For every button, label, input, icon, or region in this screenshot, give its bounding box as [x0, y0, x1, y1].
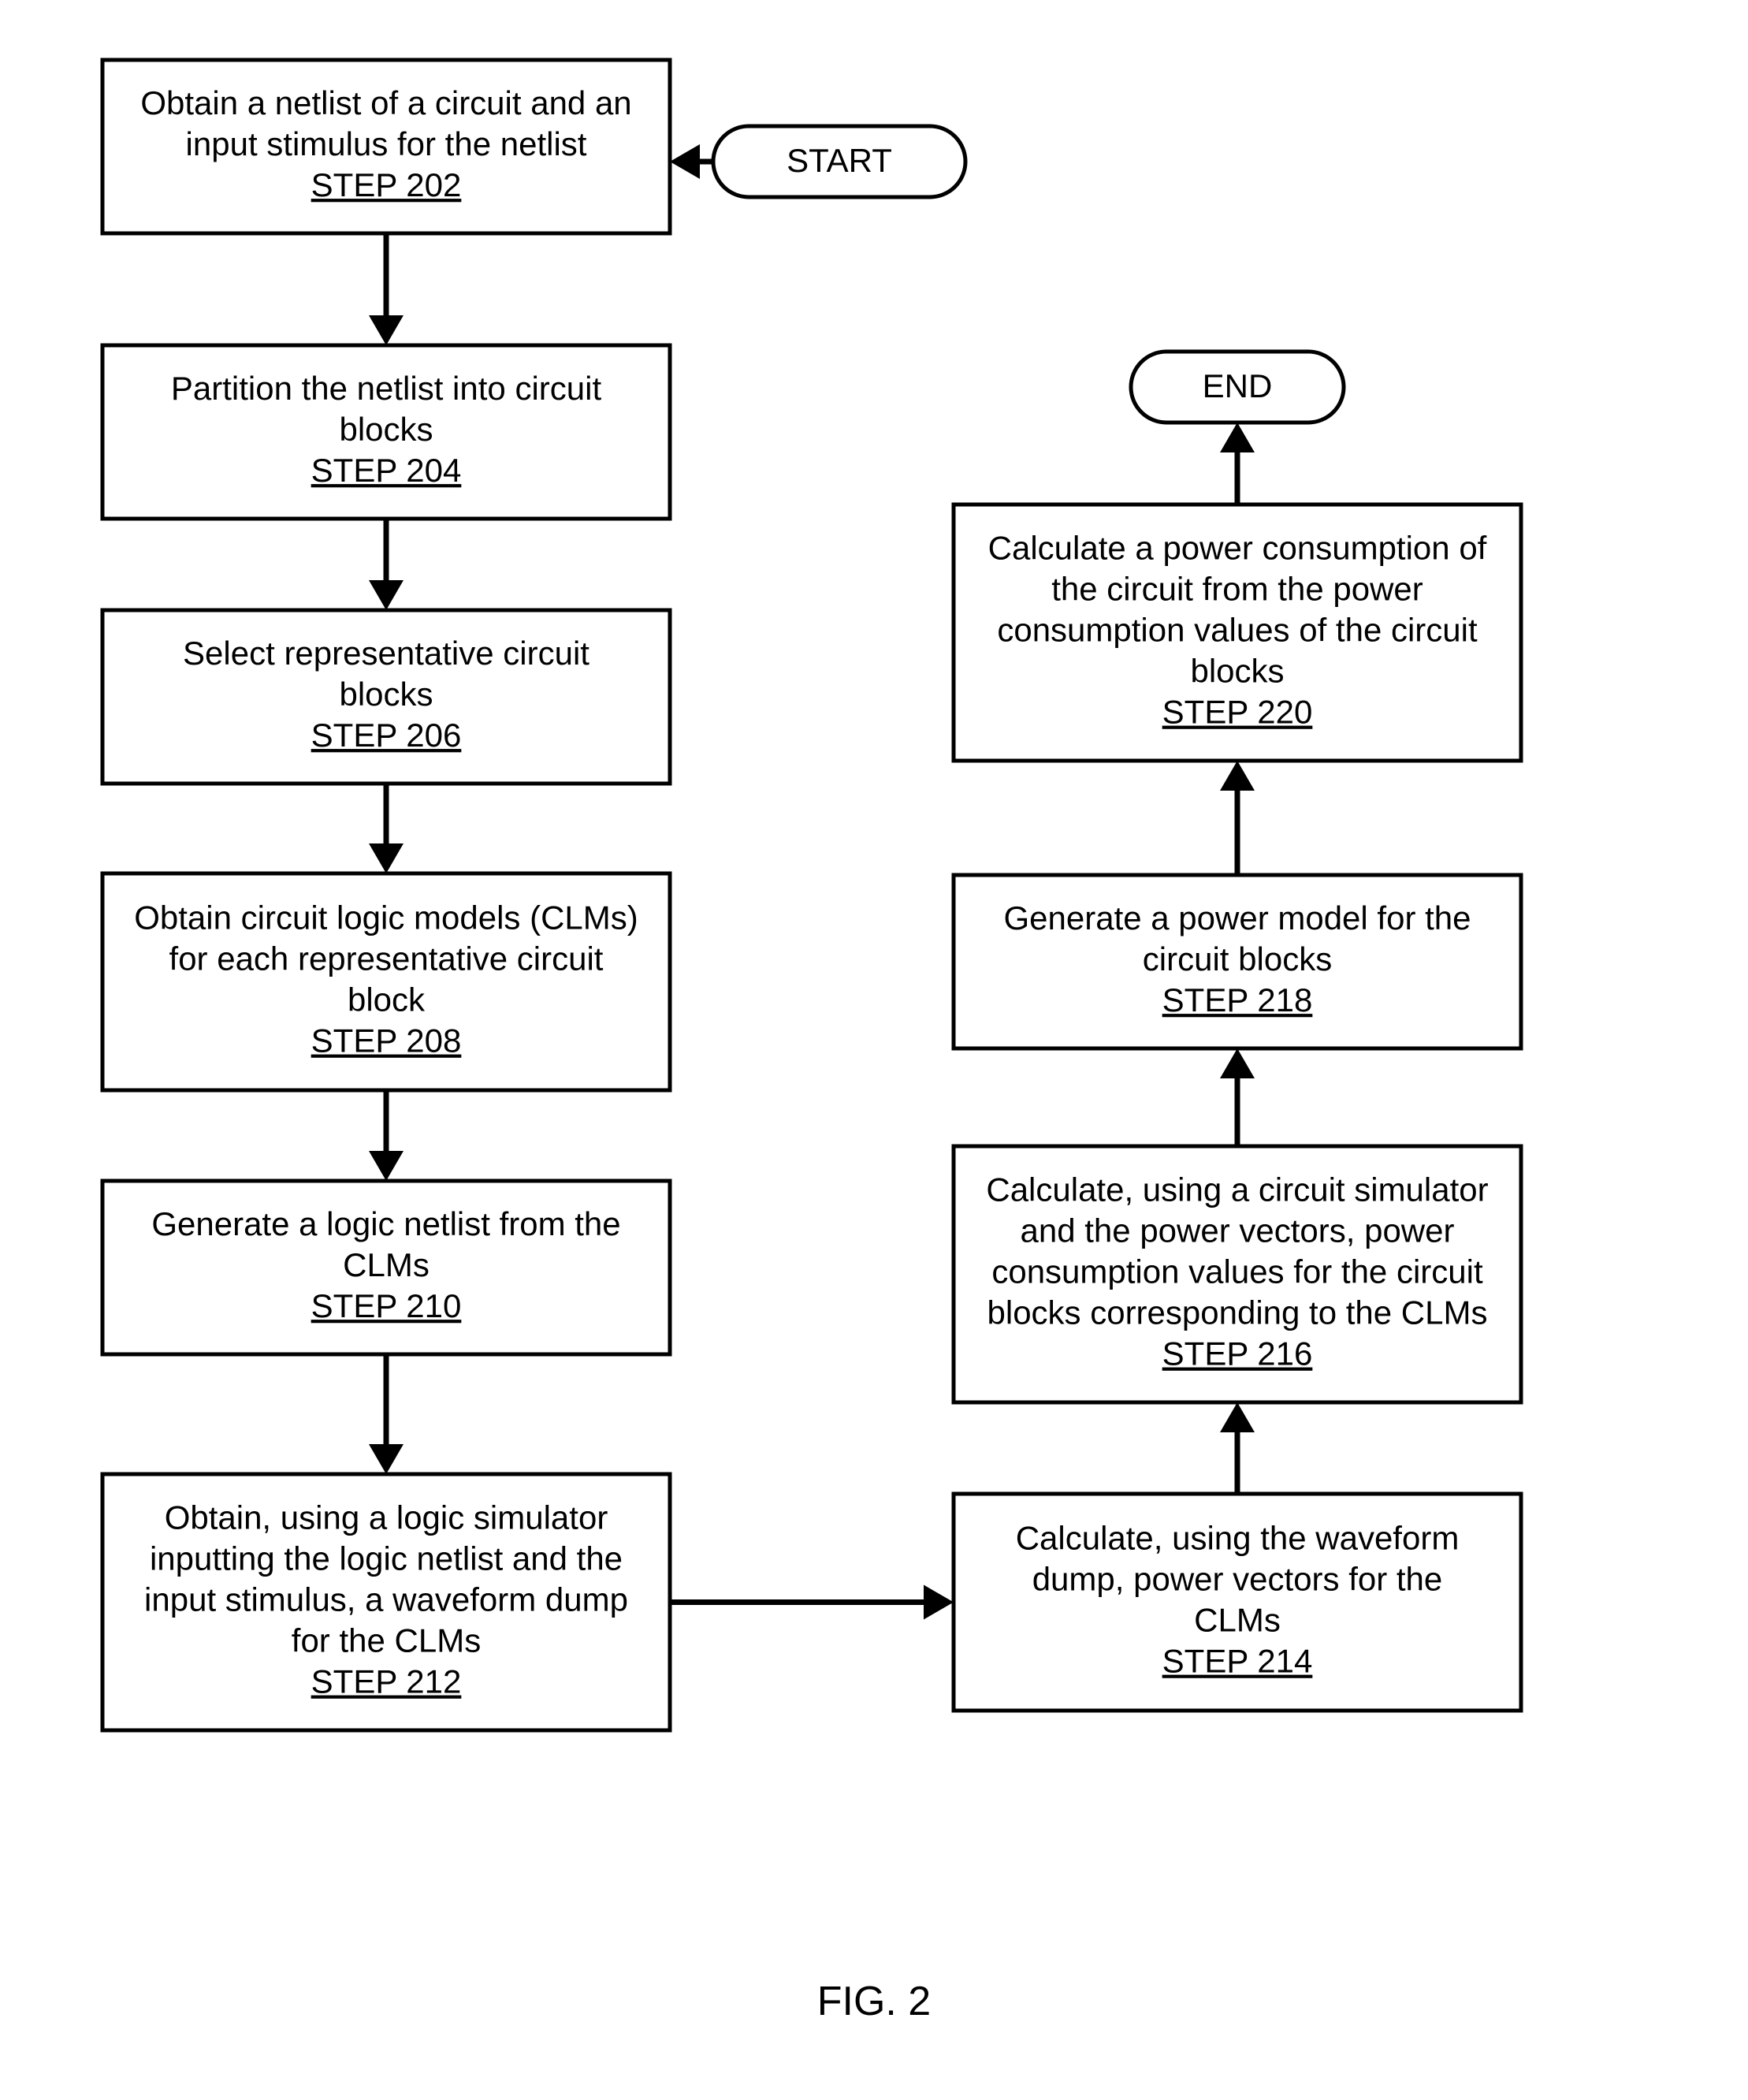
step-text-s214-1: dump, power vectors for the	[1032, 1561, 1443, 1598]
step-text-s220-1: the circuit from the power	[1051, 571, 1423, 608]
step-text-s214-2: CLMs	[1194, 1602, 1281, 1639]
step-text-s208-2: block	[348, 981, 426, 1018]
arrow-head-8	[1220, 1048, 1255, 1078]
arrow-head-9	[1220, 761, 1255, 791]
step-label-s208: STEP 208	[311, 1022, 462, 1059]
figure-caption: FIG. 2	[817, 1979, 931, 2024]
step-text-s210-0: Generate a logic netlist from the	[151, 1205, 620, 1242]
step-label-s218: STEP 218	[1162, 981, 1313, 1018]
step-label-s216: STEP 216	[1162, 1335, 1313, 1372]
step-text-s216-1: and the power vectors, power	[1021, 1212, 1455, 1249]
step-text-s202-1: input stimulus for the netlist	[186, 125, 587, 162]
step-label-s206: STEP 206	[311, 717, 462, 754]
step-text-s220-0: Calculate a power consumption of	[988, 530, 1487, 567]
step-text-s220-2: consumption values of the circuit	[997, 612, 1478, 649]
step-text-s218-0: Generate a power model for the	[1003, 899, 1471, 936]
arrow-head-2	[369, 580, 404, 610]
terminal-label-end: END	[1203, 367, 1273, 404]
step-label-s202: STEP 202	[311, 166, 462, 203]
step-label-s212: STEP 212	[311, 1663, 462, 1700]
arrow-head-7	[1220, 1402, 1255, 1432]
step-text-s212-0: Obtain, using a logic simulator	[165, 1499, 608, 1536]
step-text-s216-0: Calculate, using a circuit simulator	[986, 1171, 1488, 1208]
step-text-s212-2: input stimulus, a waveform dump	[144, 1581, 628, 1618]
step-text-s214-0: Calculate, using the waveform	[1016, 1520, 1460, 1557]
arrow-head-6	[924, 1585, 954, 1620]
step-label-s220: STEP 220	[1162, 694, 1313, 731]
step-text-s208-0: Obtain circuit logic models (CLMs)	[134, 899, 638, 936]
step-text-s204-0: Partition the netlist into circuit	[171, 370, 602, 407]
step-text-s204-1: blocks	[339, 411, 433, 448]
arrow-head-0	[670, 144, 700, 179]
arrow-head-3	[369, 843, 404, 873]
terminal-label-start: START	[787, 142, 892, 179]
step-text-s218-1: circuit blocks	[1143, 940, 1332, 977]
step-text-s202-0: Obtain a netlist of a circuit and an	[140, 84, 631, 121]
step-text-s208-1: for each representative circuit	[169, 940, 604, 977]
step-label-s210: STEP 210	[311, 1287, 462, 1324]
step-text-s220-3: blocks	[1190, 653, 1284, 690]
step-text-s206-0: Select representative circuit	[183, 635, 589, 672]
step-text-s212-3: for the CLMs	[292, 1622, 481, 1659]
step-text-s212-1: inputting the logic netlist and the	[150, 1540, 623, 1577]
step-text-s216-2: consumption values for the circuit	[991, 1253, 1483, 1290]
arrow-head-4	[369, 1151, 404, 1181]
step-text-s206-1: blocks	[339, 676, 433, 713]
step-text-s210-1: CLMs	[343, 1246, 430, 1283]
arrow-head-1	[369, 315, 404, 345]
step-label-s204: STEP 204	[311, 452, 462, 489]
arrow-head-5	[369, 1444, 404, 1474]
step-text-s216-3: blocks corresponding to the CLMs	[987, 1294, 1488, 1331]
arrow-head-10	[1220, 423, 1255, 452]
step-label-s214: STEP 214	[1162, 1643, 1313, 1680]
